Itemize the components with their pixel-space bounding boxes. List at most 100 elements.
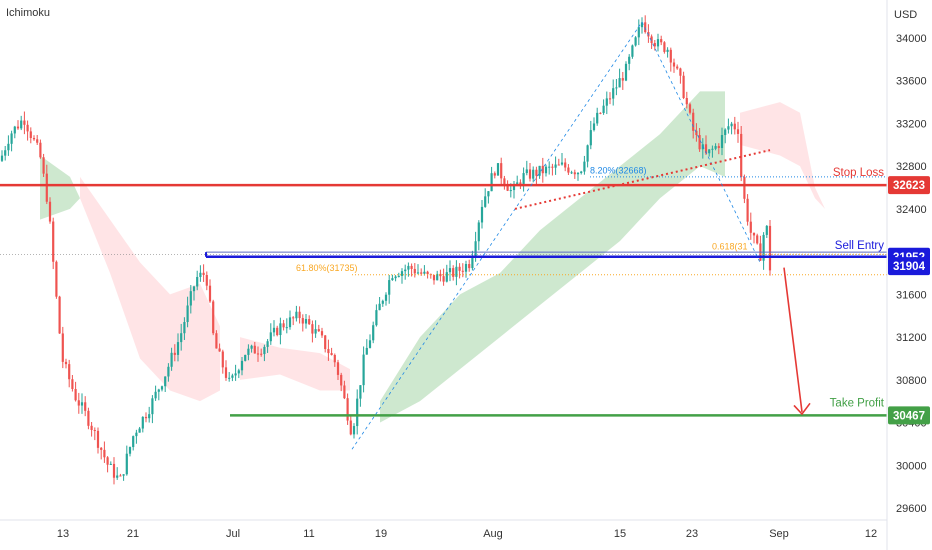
candle-body (682, 75, 685, 99)
candle-body (256, 353, 260, 355)
current-price-tag-text: 31904 (893, 261, 926, 273)
candle-body (567, 167, 570, 173)
candle-body (106, 457, 109, 465)
candle-body (717, 146, 720, 149)
candle-body (541, 165, 544, 174)
candle-body (618, 78, 621, 88)
candle-body (208, 285, 212, 302)
candle-body (125, 453, 128, 475)
candle-body (695, 130, 698, 136)
candle-body (570, 172, 573, 174)
candle-body (416, 272, 420, 274)
candle-body (308, 319, 311, 325)
candle-body (71, 379, 74, 389)
candle-body (138, 428, 141, 433)
time-tick-label: 23 (686, 528, 698, 540)
price-tick-label: 30800 (896, 375, 927, 387)
candle-body (103, 449, 106, 458)
candle-body (624, 63, 628, 81)
candle-body (576, 172, 580, 175)
candle-body (116, 475, 119, 478)
candle-body (381, 300, 384, 304)
candle-body (189, 291, 192, 306)
candle-body (298, 311, 301, 319)
candle-body (532, 169, 535, 179)
candle-body (356, 398, 359, 427)
candle-body (765, 225, 768, 235)
candle-body (64, 361, 68, 365)
candle-body (656, 39, 660, 47)
candle-body (52, 221, 55, 262)
candle-body (250, 345, 253, 349)
candle-body (42, 157, 45, 174)
candle-body (215, 333, 218, 349)
candle-body (176, 342, 180, 355)
candle-body (599, 112, 602, 114)
candle-body (36, 139, 39, 143)
candle-body (557, 164, 560, 166)
candle-body (330, 353, 333, 355)
candle-body (240, 360, 244, 371)
indicator-label[interactable]: Ichimoku (6, 7, 50, 19)
time-axis[interactable]: 13 21 Jul 11 19 Aug 15 23 Sep 12 (57, 528, 877, 540)
time-tick-label: 19 (375, 528, 387, 540)
fib-382-label: 8.20%(32668) (590, 166, 647, 176)
candle-body (196, 276, 199, 287)
candle-body (605, 98, 608, 106)
currency-label: USD (894, 9, 917, 21)
candle-body (464, 264, 468, 272)
candle-body (170, 352, 173, 367)
candle-body (727, 126, 730, 130)
candle-body (516, 182, 519, 184)
candle-body (448, 268, 452, 273)
candle-body (672, 62, 676, 67)
candle-body (484, 196, 487, 207)
candle-body (602, 105, 605, 113)
candle-body (663, 42, 666, 52)
candle-body (586, 145, 589, 162)
candle-body (445, 272, 448, 282)
candle-body (640, 22, 644, 28)
candle-body (221, 351, 224, 368)
candle-body (346, 398, 349, 421)
candle-body (292, 317, 295, 319)
candle-body (96, 430, 100, 448)
price-tick-label: 32400 (896, 204, 927, 216)
candle-body (397, 275, 400, 277)
candle-body (359, 385, 362, 399)
candle-body (436, 273, 439, 281)
candle-body (16, 126, 20, 129)
candle-body (679, 68, 682, 76)
candle-body (32, 137, 36, 140)
candle-body (487, 191, 490, 197)
candle-body (295, 311, 298, 319)
candle-body (10, 133, 13, 144)
candle-body (404, 269, 407, 272)
candle-body (61, 333, 64, 362)
candle-body (141, 416, 144, 429)
fib-0618-label: 0.618(31 (712, 242, 748, 252)
candle-body (260, 353, 263, 355)
candle-body (420, 272, 423, 274)
time-tick-label: 11 (303, 528, 314, 540)
candle-body (554, 164, 557, 168)
trade-overlays: Stop Loss Sell Entry Take Profit 61.80%(317… (0, 21, 887, 450)
candle-body (637, 27, 640, 38)
candle-body (269, 332, 272, 342)
candle-body (352, 426, 356, 435)
candle-body (327, 349, 330, 354)
candle-body (506, 185, 509, 191)
candle-body (535, 169, 538, 176)
candle-body (132, 436, 135, 448)
candle-body (4, 150, 7, 156)
candle-body (192, 286, 196, 292)
candle-body (564, 162, 567, 168)
candle-body (596, 112, 599, 124)
candle-body (340, 374, 343, 386)
projection-arrow-head (793, 402, 811, 416)
candle-body (493, 173, 496, 176)
candle-body (468, 264, 471, 269)
candle-body (704, 144, 708, 154)
candle-body (528, 169, 532, 179)
